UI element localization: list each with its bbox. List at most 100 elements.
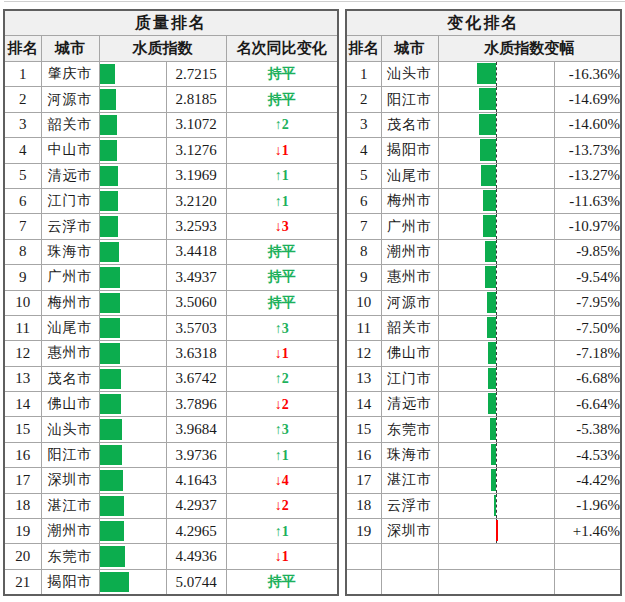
index-value-cell: 3.7896 (166, 392, 226, 417)
city-cell: 茂名市 (381, 112, 438, 137)
rank-cell: 5 (346, 163, 381, 188)
arrow-up-icon: ↑ (275, 524, 282, 539)
index-bar-cell (99, 188, 166, 213)
empty-rank-cell (346, 544, 381, 569)
rank-change-cell: ↓1 (226, 544, 338, 569)
zero-axis-line (496, 240, 497, 264)
zero-axis-line (496, 138, 497, 162)
index-value-cell: 3.4418 (166, 239, 226, 264)
rank-cell: 21 (4, 569, 41, 595)
city-cell: 汕头市 (381, 62, 438, 87)
empty-rank-cell (346, 569, 381, 595)
table-row: 17深圳市4.1643↓4 (4, 468, 338, 493)
delta-data-bar (494, 495, 496, 516)
delta-data-bar (480, 139, 496, 160)
table-row: 13江门市-6.68% (346, 366, 621, 391)
delta-bar-cell (438, 366, 554, 391)
rank-change-cell: ↑2 (226, 366, 338, 391)
rank-up-indicator: ↑1 (275, 448, 289, 463)
delta-bar-cell (438, 87, 554, 112)
arrow-down-icon: ↓ (275, 498, 282, 513)
quality-col-header-rank: 排名 (4, 36, 41, 62)
rank-cell: 13 (4, 366, 41, 391)
index-value-cell: 4.4936 (166, 544, 226, 569)
rank-cell: 6 (4, 188, 41, 213)
rank-change-cell: ↑3 (226, 315, 338, 340)
quality-table-header-row: 排名 城市 水质指数 名次同比变化 (4, 36, 338, 62)
city-cell: 肇庆市 (41, 62, 99, 87)
index-value-cell: 3.1072 (166, 112, 226, 137)
table-row: 5清远市3.1969↑1 (4, 163, 338, 188)
rank-change-number: 3 (282, 422, 289, 437)
index-data-bar (100, 64, 116, 84)
zero-axis-line (496, 265, 497, 289)
delta-data-bar (479, 88, 496, 109)
city-cell: 韶关市 (41, 112, 99, 137)
index-value-cell: 3.4937 (166, 265, 226, 290)
zero-axis-line (496, 291, 497, 315)
empty-city-cell (381, 569, 438, 595)
zero-axis-line (496, 367, 497, 391)
delta-value-cell: -6.64% (554, 392, 621, 417)
index-bar-cell (99, 468, 166, 493)
table-row: 2阳江市-14.69% (346, 87, 621, 112)
city-cell: 清远市 (381, 392, 438, 417)
rank-cell: 18 (346, 493, 381, 518)
empty-city-cell (381, 544, 438, 569)
rank-cell: 11 (346, 315, 381, 340)
delta-value-cell: -5.38% (554, 417, 621, 442)
delta-bar-cell (438, 163, 554, 188)
table-row: 21揭阳市5.0744持平 (4, 569, 338, 595)
index-data-bar (100, 216, 119, 236)
delta-data-bar (491, 444, 496, 465)
table-row: 20东莞市4.4936↓1 (4, 544, 338, 569)
rank-cell: 17 (346, 468, 381, 493)
index-bar-cell (99, 493, 166, 518)
city-cell: 湛江市 (381, 468, 438, 493)
zero-axis-line (496, 62, 497, 86)
index-value-cell: 4.2965 (166, 519, 226, 544)
index-data-bar (100, 242, 120, 262)
index-value-cell: 3.9684 (166, 417, 226, 442)
rank-up-indicator: ↑1 (275, 168, 289, 183)
empty-value-cell (554, 569, 621, 595)
city-cell: 清远市 (41, 163, 99, 188)
city-cell: 江门市 (381, 366, 438, 391)
city-cell: 东莞市 (381, 417, 438, 442)
change-col-header-city: 城市 (381, 36, 438, 62)
report-canvas: { "colors": { "bar_green": "#0cad4e", "b… (0, 0, 625, 602)
delta-value-cell: -1.96% (554, 493, 621, 518)
index-value-cell: 2.8185 (166, 87, 226, 112)
arrow-up-icon: ↑ (275, 194, 282, 209)
delta-data-bar (488, 368, 496, 389)
rank-down-indicator: ↓1 (275, 346, 289, 361)
rank-change-cell: ↓4 (226, 468, 338, 493)
index-bar-cell (99, 392, 166, 417)
delta-bar-cell (438, 493, 554, 518)
rank-cell: 4 (346, 138, 381, 163)
city-cell: 阳江市 (381, 87, 438, 112)
rank-up-indicator: ↑2 (275, 117, 289, 132)
table-row: 2河源市2.8185持平 (4, 87, 338, 112)
quality-table-body: 1肇庆市2.7215持平2河源市2.8185持平3韶关市3.1072↑24中山市… (4, 62, 338, 596)
delta-bar-cell (438, 112, 554, 137)
rank-down-indicator: ↓4 (275, 473, 289, 488)
city-cell: 广州市 (41, 265, 99, 290)
delta-value-cell: -14.60% (554, 112, 621, 137)
index-bar-cell (99, 138, 166, 163)
quality-col-header-index: 水质指数 (99, 36, 226, 62)
rank-change-number: 3 (282, 219, 289, 234)
index-bar-cell (99, 417, 166, 442)
rank-cell: 5 (4, 163, 41, 188)
rank-change-cell: ↑1 (226, 188, 338, 213)
rank-change-number: 1 (282, 549, 289, 564)
empty-value-cell (554, 544, 621, 569)
table-row: 8潮州市-9.85% (346, 239, 621, 264)
index-bar-cell (99, 239, 166, 264)
rank-cell: 3 (4, 112, 41, 137)
table-row: 10河源市-7.95% (346, 290, 621, 315)
top-divider (4, 1, 625, 2)
flat-change-label: 持平 (268, 66, 296, 81)
index-bar-cell (99, 112, 166, 137)
empty-table-row (346, 569, 621, 595)
